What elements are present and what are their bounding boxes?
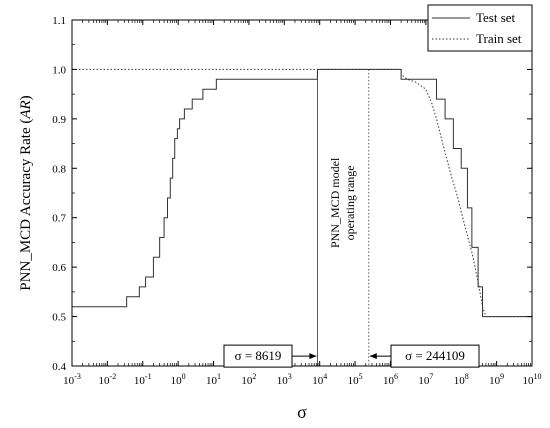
- plot-frame: [71, 19, 533, 367]
- legend-label-train-set: Train set: [476, 31, 522, 46]
- x-axis-label: σ: [297, 402, 307, 422]
- y-tick-label: 1.0: [52, 64, 66, 76]
- x-tick-label: 103: [277, 372, 292, 387]
- annotation-sigma-8619: σ = 8619: [235, 348, 282, 363]
- legend: Test set Train set: [427, 4, 533, 52]
- x-tick-label: 105: [348, 372, 363, 387]
- x-tick-label: 1010: [523, 372, 542, 387]
- x-tick-label: 100: [171, 372, 186, 387]
- y-tick-label: 0.9: [52, 114, 66, 126]
- x-tick-label: 107: [418, 372, 433, 387]
- series-line-test-set: [72, 68, 532, 318]
- reference-lines: [317, 69, 370, 366]
- annotation-arrow-left-head: [309, 353, 317, 360]
- annotation-sigma-244109: σ = 244109: [405, 348, 465, 363]
- operating-range-label: PNN_MCD modeloperating range: [328, 157, 357, 248]
- legend-label-test-set: Test set: [476, 10, 516, 25]
- y-tick-label: 0.4: [52, 361, 66, 373]
- x-tick-label: 104: [312, 372, 327, 387]
- annotation-arrow-right-head: [369, 353, 377, 360]
- y-tick-label: 0.5: [52, 312, 66, 324]
- y-tick-label: 1.1: [52, 15, 66, 27]
- x-tick-label: 108: [454, 372, 469, 387]
- x-tick-label: 10-2: [99, 372, 117, 387]
- annotations: σ = 8619 σ = 244109 PNN_MCD modeloperating…: [223, 157, 480, 368]
- axis-ticks: 10-3 10-2 10-1 100 101 102 103 104 105 106 107 108 1…: [52, 15, 541, 387]
- x-tick-label: 102: [241, 372, 256, 387]
- x-tick-label: 109: [489, 372, 504, 387]
- x-tick-label: 10-1: [134, 372, 152, 387]
- y-tick-label: 0.6: [52, 262, 66, 274]
- legend-box: [427, 4, 533, 52]
- series-line-train-set: [72, 68, 532, 318]
- x-tick-label: 10-3: [63, 372, 81, 387]
- y-tick-label: 0.7: [52, 213, 66, 225]
- y-axis-label: PNN_MCD Accuracy Rate (AR): [18, 95, 34, 290]
- x-tick-label: 106: [383, 372, 398, 387]
- series-lines: [72, 68, 532, 318]
- x-tick-label: 101: [206, 372, 221, 387]
- y-tick-label: 0.8: [52, 163, 66, 175]
